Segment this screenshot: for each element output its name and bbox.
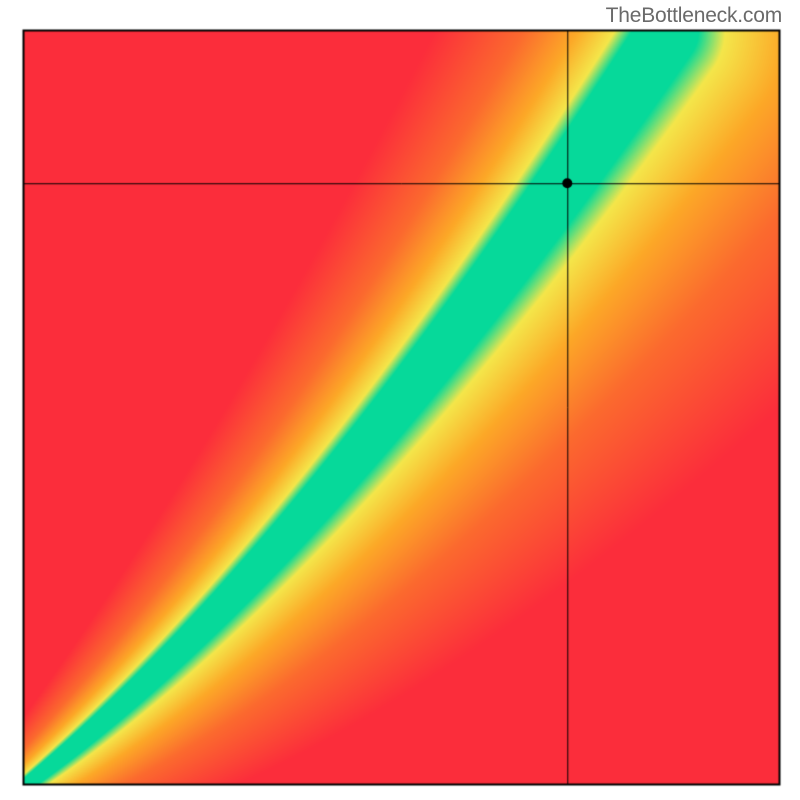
chart-container: TheBottleneck.com [0, 0, 800, 800]
bottleneck-heatmap [0, 0, 800, 800]
watermark-text: TheBottleneck.com [606, 4, 782, 28]
